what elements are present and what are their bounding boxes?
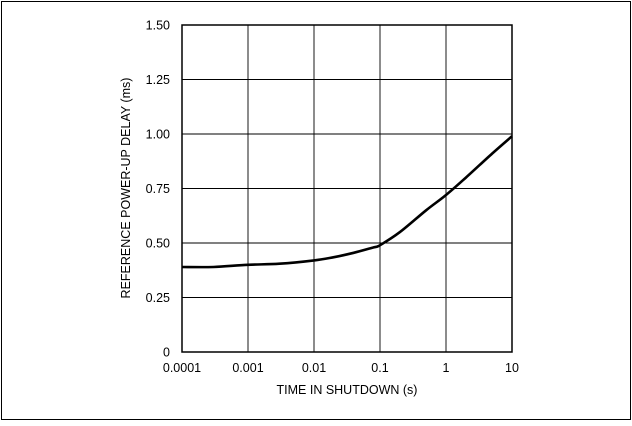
y-tick-label: 1.50 <box>146 19 170 33</box>
y-tick-label: 0.50 <box>146 237 170 251</box>
x-tick-label: 0.1 <box>371 361 388 375</box>
y-tick-label: 0.75 <box>146 182 170 196</box>
x-tick-label: 0.0001 <box>163 361 201 375</box>
x-tick-label: 0.001 <box>232 361 263 375</box>
x-tick-label: 10 <box>505 361 519 375</box>
x-tick-label: 0.01 <box>302 361 326 375</box>
y-tick-label: 0.25 <box>146 291 170 305</box>
y-axis-title: REFERENCE POWER-UP DELAY (ms) <box>119 78 133 299</box>
delay-curve <box>181 135 513 269</box>
grid-lines <box>182 25 512 352</box>
plot-area-border <box>181 24 513 353</box>
x-axis-title: TIME IN SHUTDOWN (s) <box>277 383 418 397</box>
y-tick-label: 1.25 <box>146 73 170 87</box>
tick-labels: 0.0001 0.001 0.01 0.1 1 10 0 0.25 0.50 0.75 1.00 1.… <box>146 19 519 376</box>
x-tick-label: 1 <box>443 361 450 375</box>
y-tick-label: 0 <box>163 346 170 360</box>
series-layer <box>181 135 513 269</box>
y-tick-label: 1.00 <box>146 128 170 142</box>
